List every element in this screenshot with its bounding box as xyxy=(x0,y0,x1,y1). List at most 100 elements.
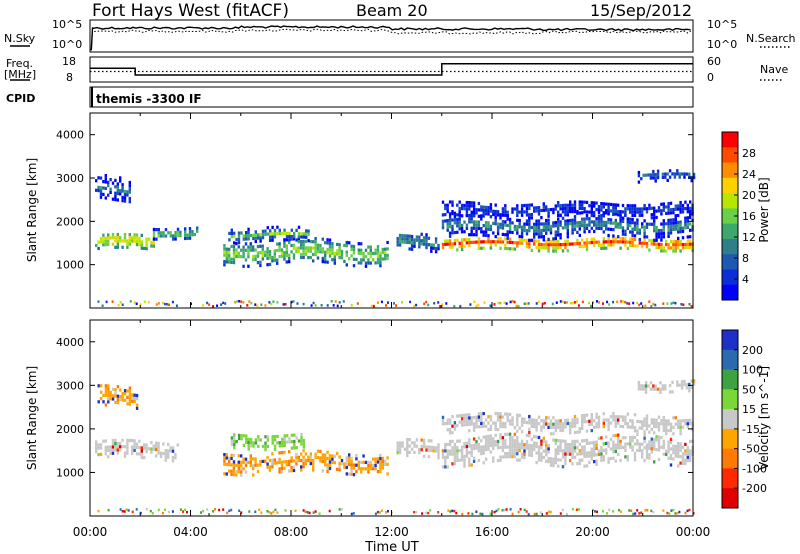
data-cell xyxy=(150,450,153,454)
data-cell xyxy=(679,422,682,426)
data-cell xyxy=(518,210,521,214)
site-title: Fort Hays West (fitACF) xyxy=(92,1,289,21)
data-cell xyxy=(542,228,545,232)
data-cell xyxy=(549,231,553,235)
data-cell xyxy=(641,442,644,446)
data-cell xyxy=(237,254,240,259)
data-cell xyxy=(511,416,514,420)
data-cell xyxy=(135,243,139,247)
data-cell xyxy=(328,241,332,245)
data-cell xyxy=(590,213,593,218)
data-cell xyxy=(508,224,512,228)
data-cell xyxy=(566,225,569,229)
data-cell xyxy=(504,455,507,459)
data-cell xyxy=(662,419,665,423)
velocity-data-group xyxy=(95,379,696,516)
data-cell xyxy=(107,445,110,449)
data-cell xyxy=(482,435,485,439)
data-cell xyxy=(300,458,303,463)
data-cell xyxy=(107,242,110,247)
noise-cell xyxy=(497,508,500,511)
data-cell xyxy=(619,442,622,447)
data-cell xyxy=(506,223,509,228)
noise-cell xyxy=(517,510,520,514)
data-cell xyxy=(252,245,255,249)
noise-cell xyxy=(499,301,502,305)
data-cell xyxy=(338,461,341,465)
data-cell xyxy=(413,244,416,248)
data-cell xyxy=(237,231,241,235)
data-cell xyxy=(612,243,615,247)
data-cell xyxy=(672,457,675,461)
data-cell xyxy=(235,463,238,467)
data-cell xyxy=(232,453,236,458)
data-cell xyxy=(489,240,493,244)
data-cell xyxy=(126,448,129,452)
data-cell xyxy=(631,244,634,248)
data-cell xyxy=(489,215,493,219)
data-cell xyxy=(128,184,131,188)
data-cell xyxy=(614,418,617,422)
data-cell xyxy=(484,205,488,209)
data-cell xyxy=(578,221,581,225)
data-cell xyxy=(484,435,488,439)
data-cell xyxy=(482,412,485,416)
data-cell xyxy=(583,220,586,224)
data-cell xyxy=(114,239,117,243)
data-cell xyxy=(135,233,139,237)
data-cell xyxy=(302,239,305,244)
data-cell xyxy=(489,418,493,422)
data-cell xyxy=(152,447,155,451)
data-cell xyxy=(489,434,493,438)
data-cell xyxy=(552,249,555,253)
data-cell xyxy=(645,417,649,421)
data-cell xyxy=(669,224,673,229)
data-cell xyxy=(302,232,305,236)
data-cell xyxy=(624,436,627,440)
data-cell xyxy=(276,261,279,265)
data-cell xyxy=(418,242,421,246)
data-cell xyxy=(237,433,241,437)
data-cell xyxy=(602,223,605,228)
data-cell xyxy=(677,239,680,244)
data-cell xyxy=(114,194,117,198)
data-cell xyxy=(686,418,689,423)
data-cell xyxy=(386,472,389,476)
data-cell xyxy=(660,246,663,250)
data-cell xyxy=(585,247,589,251)
data-cell xyxy=(602,448,605,452)
data-cell xyxy=(609,209,613,213)
data-cell xyxy=(484,233,488,237)
data-cell xyxy=(448,218,452,222)
data-cell xyxy=(669,239,673,244)
data-cell xyxy=(564,462,567,466)
data-cell xyxy=(637,174,641,178)
data-cell xyxy=(597,223,601,227)
data-cell xyxy=(357,460,360,464)
noise-cell xyxy=(276,511,279,514)
data-cell xyxy=(545,208,548,212)
data-cell xyxy=(523,228,526,233)
data-cell xyxy=(516,416,519,420)
data-cell xyxy=(492,437,495,441)
data-cell xyxy=(448,215,452,219)
data-cell xyxy=(138,236,141,240)
data-cell xyxy=(415,235,419,239)
noise-cell xyxy=(296,302,299,305)
data-cell xyxy=(266,438,270,442)
data-cell xyxy=(624,445,627,449)
data-cell xyxy=(304,252,308,256)
data-cell xyxy=(441,226,445,230)
data-cell xyxy=(511,422,514,426)
data-cell xyxy=(352,466,356,470)
data-cell xyxy=(523,446,526,450)
data-cell xyxy=(686,239,689,243)
data-cell xyxy=(408,237,411,241)
noise-cell xyxy=(385,304,387,307)
data-cell xyxy=(259,239,262,243)
data-cell xyxy=(566,232,569,236)
data-cell xyxy=(441,452,445,456)
data-cell xyxy=(645,446,649,450)
data-cell xyxy=(566,213,569,217)
data-cell xyxy=(278,460,281,465)
